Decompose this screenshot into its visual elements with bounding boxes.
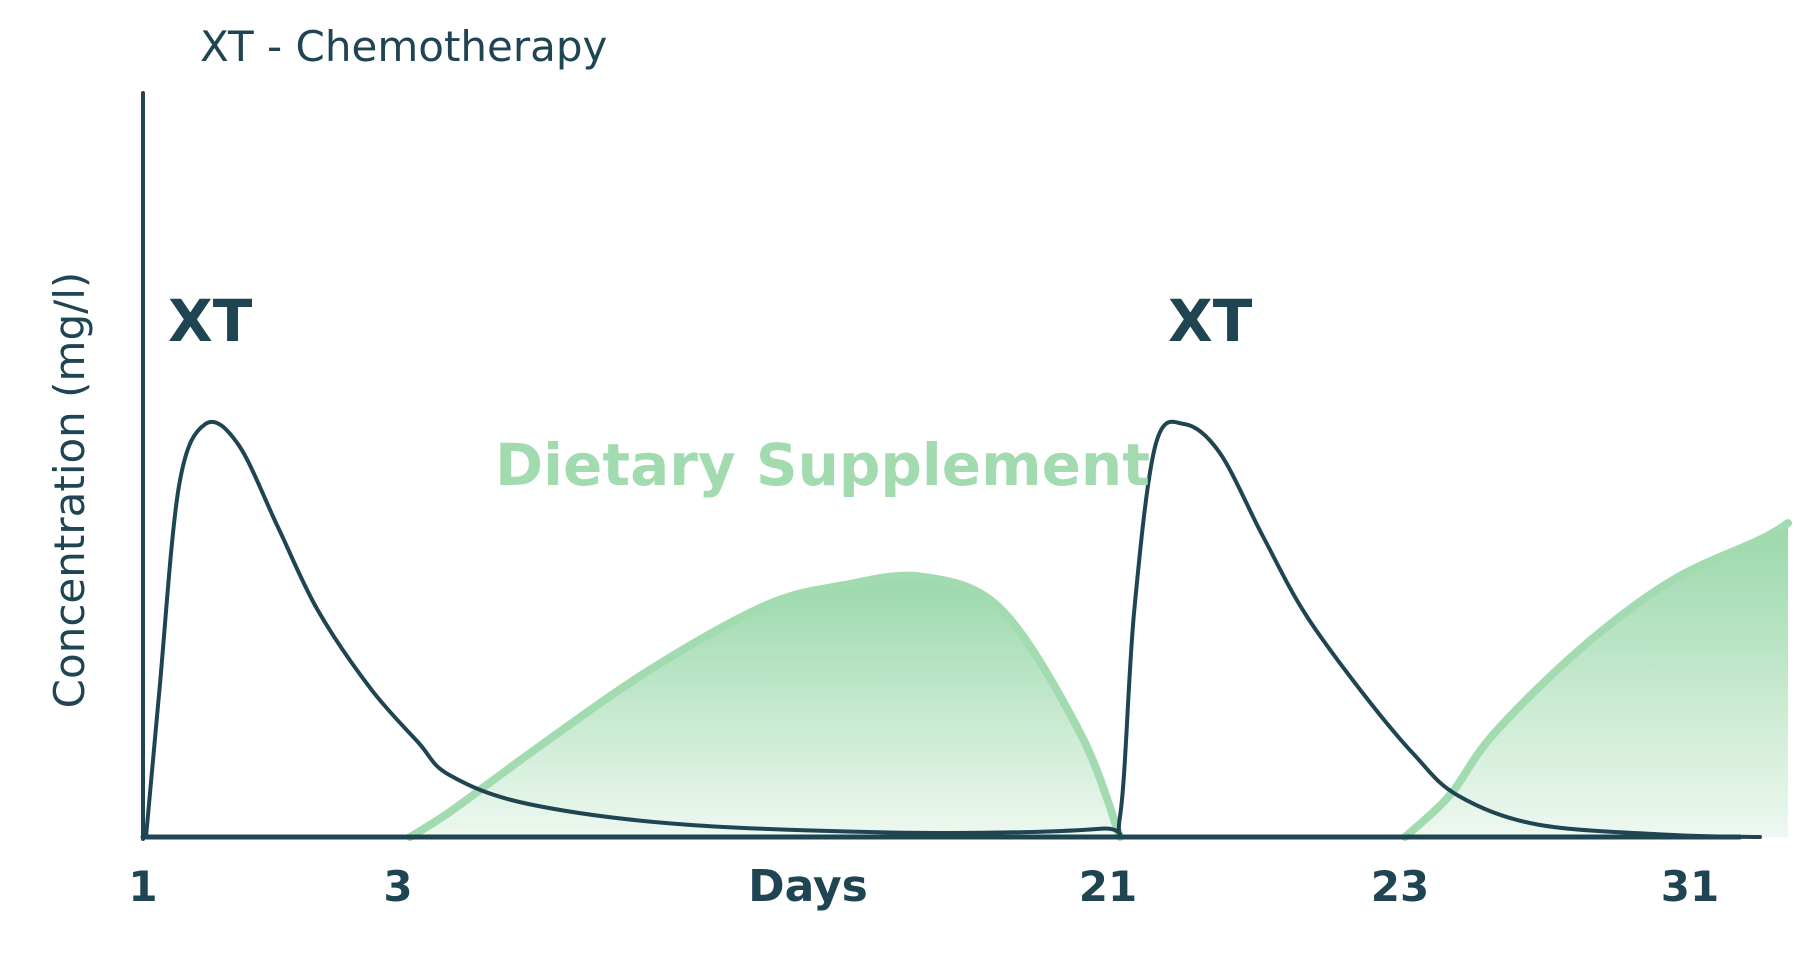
supplement-line-1 [406, 571, 1124, 841]
x-tick-label: 21 [1079, 862, 1137, 911]
chart-title: XT - Chemotherapy [200, 22, 607, 71]
supplement-layer [406, 519, 1792, 841]
x-tick-label: 23 [1371, 862, 1429, 911]
peak-label-2: XT [1168, 287, 1253, 355]
chemo-line [144, 419, 1762, 839]
x-tick-label: 1 [128, 862, 157, 911]
supplement-label: Dietary Supplement [495, 431, 1150, 499]
chemo-layer [144, 419, 1762, 839]
x-tick-labels: 1 3 Days 21 23 31 [128, 861, 1719, 912]
x-tick-label: 3 [383, 862, 412, 911]
x-tick-label: 31 [1661, 862, 1719, 911]
supplement-area-1 [410, 575, 1120, 837]
peak-label-1: XT [168, 287, 253, 355]
supplement-area-2 [1405, 523, 1788, 837]
y-axis-label: Concentration (mg/l) [45, 272, 94, 709]
x-axis-label: Days [748, 861, 868, 912]
